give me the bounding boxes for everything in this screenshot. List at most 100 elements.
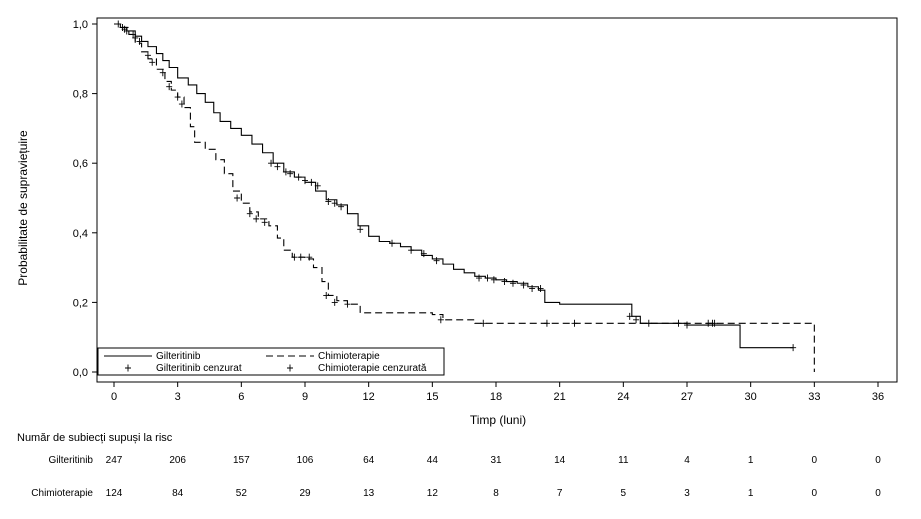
censor-mark-gilteritinib (314, 182, 321, 190)
risk-cell: 52 (236, 488, 248, 499)
censor-mark-gilteritinib (520, 281, 527, 289)
y-axis: 0,0 0,2 0,4 0,6 0,8 1,0 (73, 19, 97, 379)
censor-mark-chimioterapie (166, 83, 173, 91)
y-axis-title: Probabilitate de supraviețuire (16, 130, 30, 286)
censor-mark-gilteritinib (490, 276, 497, 284)
censor-mark-chimioterapie (261, 218, 268, 226)
risk-row-label: Chimioterapie (31, 488, 93, 499)
censor-mark-chimioterapie (291, 253, 298, 261)
x-tick-label: 3 (175, 391, 181, 403)
censor-mark-gilteritinib (529, 284, 536, 292)
risk-cell: 8 (493, 488, 499, 499)
x-tick-label: 27 (681, 391, 693, 403)
risk-cell: 157 (233, 455, 250, 466)
risk-cell: 0 (875, 488, 881, 499)
risk-cell: 0 (812, 455, 818, 466)
censor-mark-gilteritinib (331, 199, 338, 207)
plot-border (96, 17, 898, 383)
legend-label-chimioterapie-censored: Chimioterapie cenzurată (318, 363, 427, 374)
x-tick-label: 36 (872, 391, 884, 403)
censor-mark-gilteritinib (268, 159, 275, 167)
censor-mark-chimioterapie (174, 93, 181, 101)
risk-cell: 29 (299, 488, 311, 499)
risk-cell: 14 (554, 455, 566, 466)
censor-mark-chimioterapie (136, 37, 143, 45)
censor-mark-gilteritinib (790, 344, 797, 352)
censor-mark-chimioterapie (645, 319, 652, 327)
censor-mark-chimioterapie (543, 319, 550, 327)
legend-label-chimioterapie: Chimioterapie (318, 351, 380, 362)
censor-mark-chimioterapie (159, 69, 166, 77)
censor-mark-gilteritinib (274, 163, 281, 171)
censor-mark-gilteritinib (626, 312, 633, 320)
censor-mark-gilteritinib (476, 274, 483, 282)
series-line-gilteritinib (114, 23, 794, 349)
censor-mark-chimioterapie (323, 291, 330, 299)
legend-censor-gilteritinib (125, 364, 131, 372)
x-tick-label: 15 (426, 391, 438, 403)
y-tick-label: 1,0 (73, 19, 88, 31)
risk-cell: 13 (363, 488, 375, 499)
x-axis: 0 3 6 9 12 15 18 21 24 27 30 33 36 (111, 382, 884, 403)
censor-mark-chimioterapie (709, 319, 716, 327)
censor-mark-gilteritinib (433, 257, 440, 265)
x-tick-label: 0 (111, 391, 117, 403)
censor-mark-gilteritinib (282, 168, 289, 176)
censor-mark-gilteritinib (509, 279, 516, 287)
censor-mark-chimioterapie (331, 298, 338, 306)
y-tick-label: 0,4 (73, 228, 88, 240)
censor-mark-chimioterapie (144, 51, 151, 59)
censor-mark-chimioterapie (437, 316, 444, 324)
risk-cell: 44 (427, 455, 439, 466)
censor-mark-gilteritinib (684, 321, 690, 329)
x-tick-label: 9 (302, 391, 308, 403)
censor-mark-gilteritinib (420, 250, 427, 258)
risk-cell: 5 (621, 488, 627, 499)
y-tick-label: 0,6 (73, 158, 88, 170)
x-axis-title: Timp (luni) (470, 413, 526, 427)
risk-cell: 106 (297, 455, 314, 466)
x-tick-label: 18 (490, 391, 502, 403)
censor-mark-gilteritinib (295, 173, 302, 181)
censor-mark-gilteritinib (633, 316, 640, 324)
legend-label-gilteritinib-censored: Gilteritinib cenzurat (156, 363, 242, 374)
censor-mark-gilteritinib (537, 284, 544, 292)
censor-mark-gilteritinib (308, 178, 315, 186)
censor-mark-gilteritinib (287, 170, 294, 178)
y-tick-label: 0,2 (73, 297, 88, 309)
censor-mark-gilteritinib (325, 197, 332, 205)
legend: Gilteritinib Chimioterapie Gilteritinib ce… (97, 347, 445, 376)
risk-cell: 0 (875, 455, 881, 466)
legend-label-gilteritinib: Gilteritinib (156, 351, 201, 362)
risk-cell: 206 (169, 455, 186, 466)
censor-mark-chimioterapie (297, 253, 304, 261)
x-tick-label: 30 (745, 391, 757, 403)
legend-box (97, 347, 445, 376)
risk-cell: 84 (172, 488, 184, 499)
censor-mark-gilteritinib (338, 203, 345, 211)
risk-cell: 3 (684, 488, 690, 499)
risk-cell: 247 (106, 455, 123, 466)
censor-mark-gilteritinib (357, 225, 364, 233)
plot-frame (96, 17, 898, 383)
risk-table: Număr de subiecți supuși la risc Gilteri… (17, 432, 881, 499)
y-tick-label: 0,0 (73, 367, 88, 379)
censor-mark-chimioterapie (571, 319, 578, 327)
legend-censor-chimioterapie (287, 364, 293, 372)
series-line-chimioterapie (114, 23, 815, 372)
censor-mark-gilteritinib (389, 239, 396, 247)
series-layer (114, 20, 815, 372)
censor-mark-chimioterapie (675, 319, 682, 327)
x-tick-label: 33 (808, 391, 820, 403)
censor-mark-chimioterapie (344, 300, 351, 308)
censor-mark-chimioterapie (132, 34, 139, 42)
risk-cell: 124 (106, 488, 123, 499)
censor-mark-chimioterapie (119, 23, 126, 31)
risk-row-label: Gilteritinib (49, 455, 94, 466)
x-tick-label: 21 (554, 391, 566, 403)
censor-mark-chimioterapie (123, 27, 130, 35)
x-tick-label: 6 (238, 391, 244, 403)
censor-mark-chimioterapie (149, 58, 156, 66)
censor-mark-chimioterapie (306, 253, 313, 261)
censor-mark-gilteritinib (408, 246, 415, 254)
